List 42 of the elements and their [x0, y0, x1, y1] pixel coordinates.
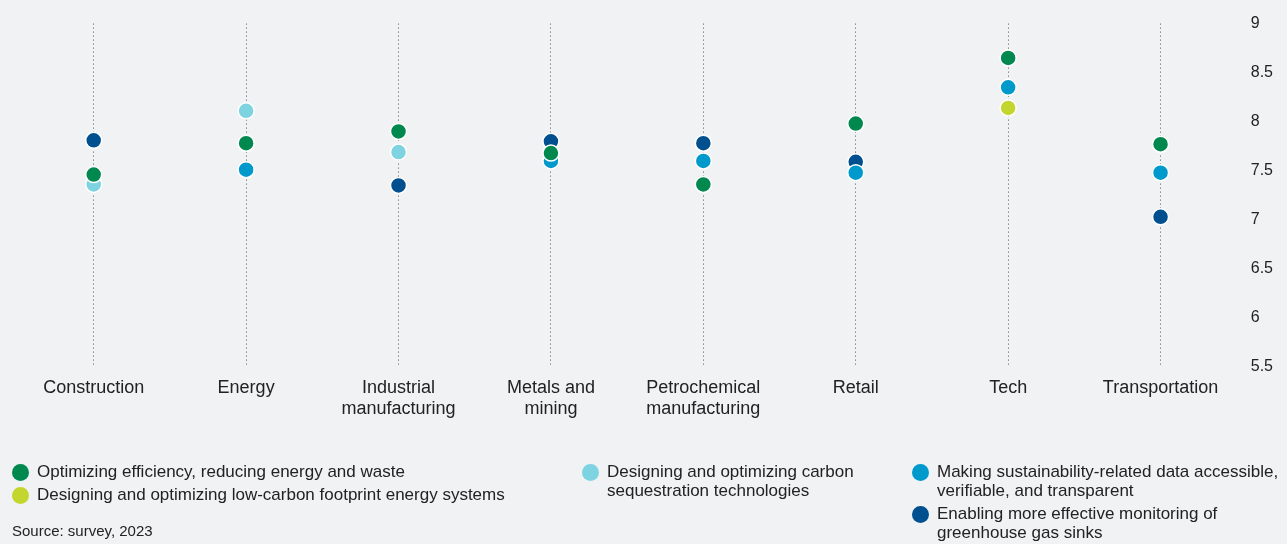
x-tick-label: Construction — [43, 376, 145, 397]
point — [1151, 135, 1170, 153]
point — [84, 165, 103, 184]
point — [694, 152, 713, 170]
source-note: Source: survey, 2023 — [12, 522, 153, 539]
legend-label: Designing and optimizing low-carbon footprint energy systems — [37, 485, 505, 504]
legend-label: Making sustainability-related data accessible, verifiable, and transparent — [937, 462, 1280, 500]
x-tick-label: Energy — [217, 376, 275, 397]
y-tick-label: 9 — [1250, 14, 1260, 32]
x-tick-label: Retail — [832, 376, 879, 397]
point — [846, 163, 865, 182]
point — [846, 114, 865, 133]
point — [389, 176, 408, 195]
point — [237, 102, 255, 120]
point — [542, 144, 560, 162]
x-tick-label: Industrial manufacturing — [341, 376, 456, 419]
y-tick-label: 8.5 — [1250, 63, 1274, 81]
y-tick-label: 6.5 — [1250, 259, 1274, 277]
point — [84, 131, 103, 150]
point — [237, 134, 255, 152]
point — [1151, 208, 1170, 226]
legend-label: Enabling more effective monitoring of greenhouse gas sinks — [937, 504, 1219, 542]
y-tick-label: 7 — [1250, 210, 1260, 228]
point — [999, 99, 1017, 117]
point — [389, 143, 408, 161]
y-tick-label: 7.5 — [1250, 161, 1274, 179]
x-tick-label: Transportation — [1102, 376, 1219, 397]
x-tick-label: Tech — [989, 376, 1028, 397]
x-tick-label: Metals and mining — [506, 376, 595, 419]
point — [999, 78, 1017, 97]
legend-label: Optimizing efficiency, reducing energy and waste — [37, 462, 405, 481]
point — [999, 49, 1017, 67]
y-tick-label: 5.5 — [1250, 357, 1274, 375]
point — [389, 122, 408, 141]
point — [237, 160, 255, 179]
point — [694, 175, 713, 194]
point — [694, 134, 713, 152]
y-tick-label: 6 — [1250, 308, 1260, 326]
point — [1151, 163, 1170, 182]
x-tick-label: Petrochemical manufacturing — [646, 376, 761, 419]
legend-label: Designing and optimizing carbon sequestration technologies — [607, 462, 855, 500]
y-tick-label: 8 — [1250, 112, 1260, 130]
